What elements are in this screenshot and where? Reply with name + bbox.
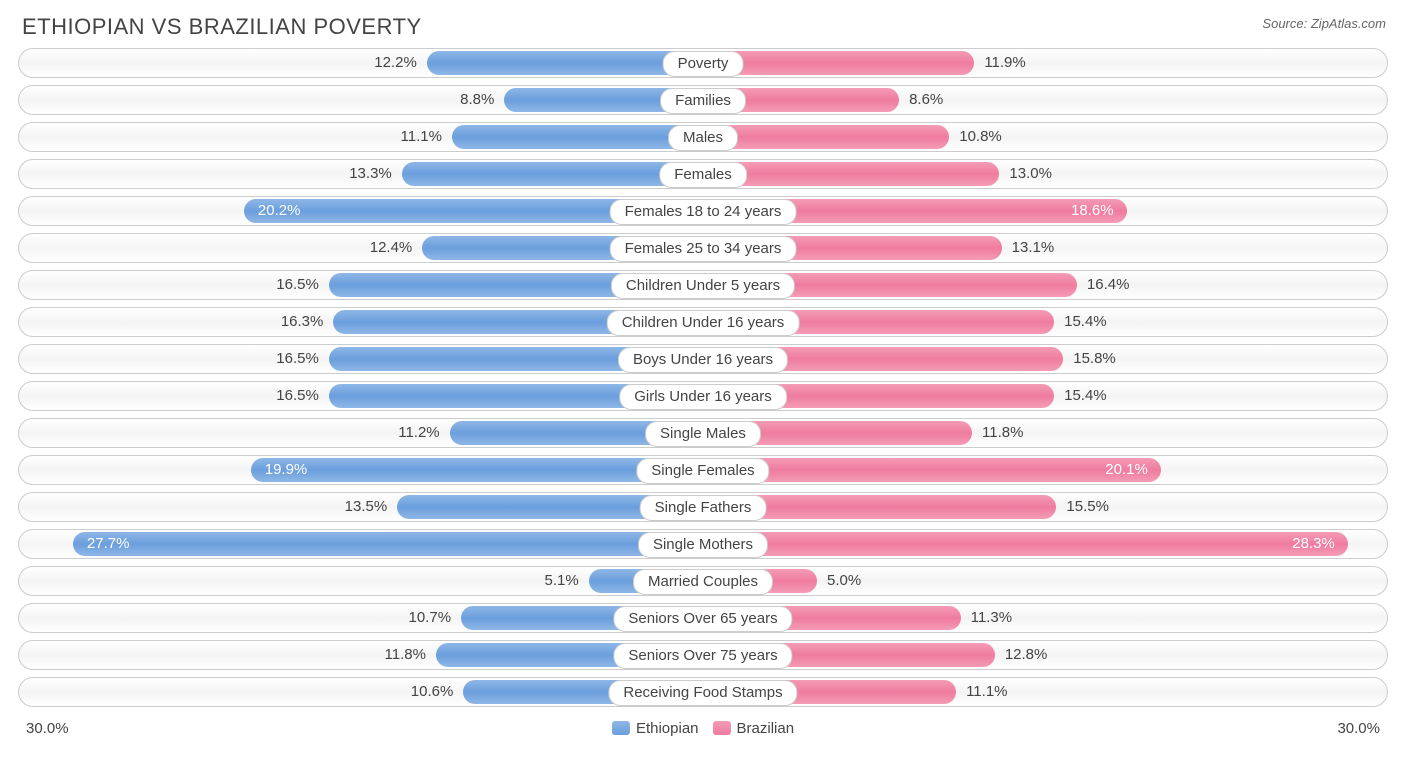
bar-row: 12.4% 13.1% Females 25 to 34 years bbox=[18, 233, 1388, 263]
right-value-label: 8.6% bbox=[909, 88, 943, 112]
category-label: Children Under 5 years bbox=[611, 273, 795, 299]
category-label: Boys Under 16 years bbox=[618, 347, 788, 373]
legend-label-ethiopian: Ethiopian bbox=[636, 720, 699, 737]
bar-row: 13.3% 13.0% Females bbox=[18, 159, 1388, 189]
left-value-label: 13.3% bbox=[349, 162, 392, 186]
category-label: Single Males bbox=[645, 421, 761, 447]
right-value-label: 18.6% bbox=[1071, 199, 1114, 223]
bar-row: 20.2% 18.6% Females 18 to 24 years bbox=[18, 196, 1388, 226]
right-value-label: 13.1% bbox=[1012, 236, 1055, 260]
source-label: Source: bbox=[1262, 16, 1307, 31]
bar-row: 10.7% 11.3% Seniors Over 65 years bbox=[18, 603, 1388, 633]
category-label: Poverty bbox=[663, 51, 744, 77]
right-value-label: 11.3% bbox=[971, 606, 1012, 630]
left-bar bbox=[73, 532, 705, 556]
left-value-label: 16.5% bbox=[276, 384, 319, 408]
bar-row: 10.6% 11.1% Receiving Food Stamps bbox=[18, 677, 1388, 707]
category-label: Single Females bbox=[636, 458, 769, 484]
right-value-label: 15.5% bbox=[1066, 495, 1109, 519]
left-value-label: 16.3% bbox=[281, 310, 324, 334]
right-value-label: 15.8% bbox=[1073, 347, 1116, 371]
category-label: Females bbox=[659, 162, 747, 188]
right-value-label: 28.3% bbox=[1292, 532, 1335, 556]
category-label: Married Couples bbox=[633, 569, 773, 595]
bar-row: 16.3% 15.4% Children Under 16 years bbox=[18, 307, 1388, 337]
right-value-label: 12.8% bbox=[1005, 643, 1048, 667]
right-bar bbox=[703, 51, 974, 75]
bar-row: 8.8% 8.6% Families bbox=[18, 85, 1388, 115]
left-value-label: 8.8% bbox=[460, 88, 494, 112]
category-label: Receiving Food Stamps bbox=[608, 680, 797, 706]
left-value-label: 12.4% bbox=[370, 236, 413, 260]
category-label: Children Under 16 years bbox=[607, 310, 800, 336]
diverging-bar-chart: 12.2%11.9%Poverty8.8%8.6%Families11.1%10… bbox=[0, 48, 1406, 744]
right-bar bbox=[703, 532, 1348, 556]
left-value-label: 11.8% bbox=[385, 643, 426, 667]
right-bar bbox=[703, 125, 949, 149]
legend-swatch-brazilian bbox=[713, 721, 731, 735]
right-bar bbox=[703, 162, 999, 186]
chart-footer: 30.0% 30.0% Ethiopian Brazilian bbox=[18, 714, 1388, 744]
category-label: Females 18 to 24 years bbox=[610, 199, 797, 225]
right-value-label: 11.8% bbox=[982, 421, 1023, 445]
chart-title: ETHIOPIAN VS BRAZILIAN POVERTY bbox=[0, 0, 1406, 48]
bar-row: 16.5% 16.4% Children Under 5 years bbox=[18, 270, 1388, 300]
legend: Ethiopian Brazilian bbox=[612, 714, 794, 744]
bar-row: 19.9% 20.1% Single Females bbox=[18, 455, 1388, 485]
right-value-label: 13.0% bbox=[1009, 162, 1052, 186]
legend-label-brazilian: Brazilian bbox=[737, 720, 795, 737]
bar-row: 16.5% 15.8% Boys Under 16 years bbox=[18, 344, 1388, 374]
axis-max-left: 30.0% bbox=[26, 714, 69, 744]
category-label: Single Mothers bbox=[638, 532, 768, 558]
right-value-label: 15.4% bbox=[1064, 310, 1107, 334]
right-value-label: 16.4% bbox=[1087, 273, 1130, 297]
bar-row: 5.1% 5.0% Married Couples bbox=[18, 566, 1388, 596]
left-value-label: 10.6% bbox=[411, 680, 454, 704]
category-label: Families bbox=[660, 88, 746, 114]
right-value-label: 5.0% bbox=[827, 569, 861, 593]
left-value-label: 5.1% bbox=[545, 569, 579, 593]
bar-row: 27.7% 28.3% Single Mothers bbox=[18, 529, 1388, 559]
right-value-label: 15.4% bbox=[1064, 384, 1107, 408]
bar-row: 12.2% 11.9% Poverty bbox=[18, 48, 1388, 78]
right-value-label: 20.1% bbox=[1105, 458, 1148, 482]
category-label: Girls Under 16 years bbox=[619, 384, 787, 410]
category-label: Seniors Over 65 years bbox=[613, 606, 792, 632]
source-credit: Source: ZipAtlas.com bbox=[1262, 16, 1386, 31]
right-value-label: 11.9% bbox=[984, 51, 1025, 75]
left-value-label: 11.2% bbox=[398, 421, 439, 445]
left-value-label: 11.1% bbox=[401, 125, 442, 149]
left-value-label: 16.5% bbox=[276, 273, 319, 297]
right-value-label: 10.8% bbox=[959, 125, 1002, 149]
right-bar bbox=[703, 458, 1161, 482]
bar-row: 11.1% 10.8% Males bbox=[18, 122, 1388, 152]
bar-row: 11.2% 11.8% Single Males bbox=[18, 418, 1388, 448]
left-value-label: 12.2% bbox=[374, 51, 417, 75]
left-value-label: 13.5% bbox=[345, 495, 388, 519]
left-value-label: 20.2% bbox=[258, 199, 301, 223]
left-value-label: 27.7% bbox=[87, 532, 130, 556]
axis-max-right: 30.0% bbox=[1337, 714, 1380, 744]
category-label: Females 25 to 34 years bbox=[610, 236, 797, 262]
right-value-label: 11.1% bbox=[966, 680, 1007, 704]
legend-swatch-ethiopian bbox=[612, 721, 630, 735]
left-value-label: 16.5% bbox=[276, 347, 319, 371]
source-name: ZipAtlas.com bbox=[1311, 16, 1386, 31]
bar-row: 16.5% 15.4% Girls Under 16 years bbox=[18, 381, 1388, 411]
bar-row: 11.8% 12.8% Seniors Over 75 years bbox=[18, 640, 1388, 670]
category-label: Single Fathers bbox=[640, 495, 767, 521]
bar-row: 13.5% 15.5% Single Fathers bbox=[18, 492, 1388, 522]
category-label: Males bbox=[668, 125, 738, 151]
category-label: Seniors Over 75 years bbox=[613, 643, 792, 669]
left-value-label: 10.7% bbox=[409, 606, 452, 630]
left-value-label: 19.9% bbox=[265, 458, 308, 482]
